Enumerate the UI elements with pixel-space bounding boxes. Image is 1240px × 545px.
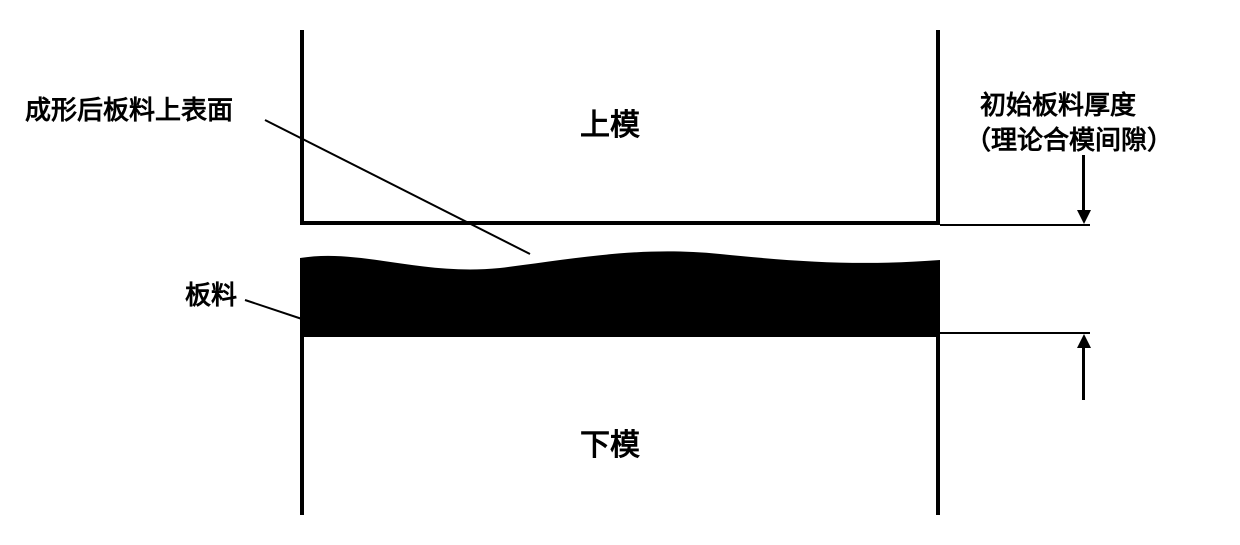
dim-vertical-upper <box>1082 155 1085 213</box>
sheet-label: 板料 <box>185 275 237 312</box>
dim-ext-upper <box>940 224 1090 226</box>
dim-ext-lower <box>940 332 1090 334</box>
thickness-label-line1: 初始板料厚度 <box>980 85 1136 122</box>
dim-vertical-lower <box>1082 345 1085 400</box>
thickness-label-line2: （理论合模间隙） <box>965 120 1173 157</box>
dim-arrow-down <box>1077 210 1091 224</box>
lower-mold-label: 下模 <box>580 420 640 464</box>
top-surface-label: 成形后板料上表面 <box>25 90 233 127</box>
upper-mold-label: 上模 <box>580 100 640 144</box>
sheet-material <box>300 246 940 333</box>
dim-arrow-up <box>1077 334 1091 348</box>
